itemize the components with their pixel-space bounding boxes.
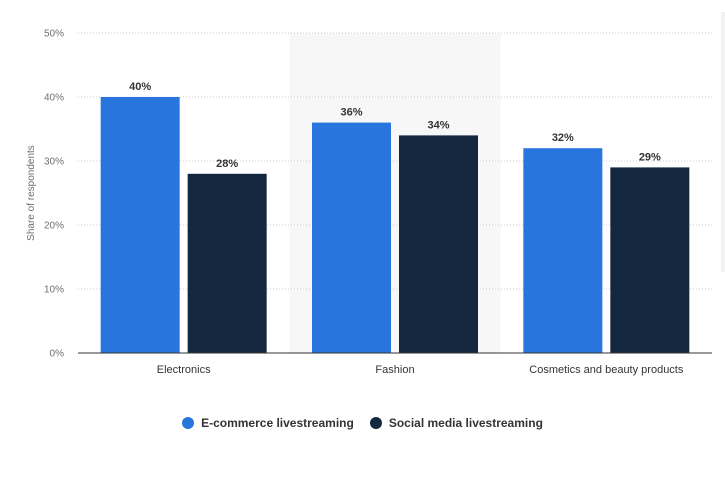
legend-item-ecommerce[interactable]: E-commerce livestreaming: [182, 416, 354, 430]
x-tick-label: Cosmetics and beauty products: [529, 364, 684, 376]
bar-social-media-livestreaming-fashion: [399, 135, 478, 353]
data-label: 40%: [129, 81, 151, 93]
y-tick-label: 10%: [44, 285, 64, 296]
data-label: 28%: [216, 158, 238, 170]
data-label: 36%: [340, 107, 362, 119]
y-tick-label: 0%: [50, 349, 65, 360]
x-tick-label: Fashion: [375, 364, 414, 376]
legend-marker-social-media: [369, 417, 382, 429]
y-axis-label: Share of respondents: [26, 145, 37, 241]
bar-e-commerce-livestreaming-cosmetics-and-beauty-products: [523, 148, 603, 353]
data-label: 29%: [639, 151, 661, 163]
data-label: 32%: [552, 132, 574, 144]
bar-social-media-livestreaming-electronics: [187, 173, 267, 353]
bar-e-commerce-livestreaming-fashion: [312, 122, 391, 353]
y-tick-label: 40%: [44, 93, 64, 104]
bar-e-commerce-livestreaming-electronics: [100, 97, 180, 353]
y-tick-label: 20%: [44, 221, 64, 232]
legend-marker-ecommerce: [182, 417, 195, 429]
legend-label-social-media: Social media livestreaming: [388, 416, 543, 430]
legend-item-social-media[interactable]: Social media livestreaming: [369, 416, 543, 430]
x-tick-label: Electronics: [157, 364, 211, 376]
y-tick-label: 30%: [44, 157, 64, 168]
scrollbar-track[interactable]: [721, 12, 725, 272]
bar-social-media-livestreaming-cosmetics-and-beauty-products: [610, 167, 690, 353]
bar-chart: 0% 10% 20% 30% 40% 50% Share of respondents 40%…: [26, 29, 712, 376]
y-tick-label: 50%: [44, 29, 64, 40]
legend: E-commerce livestreaming Social media li…: [0, 416, 725, 430]
data-label: 34%: [427, 119, 449, 131]
legend-label-ecommerce: E-commerce livestreaming: [201, 416, 354, 430]
